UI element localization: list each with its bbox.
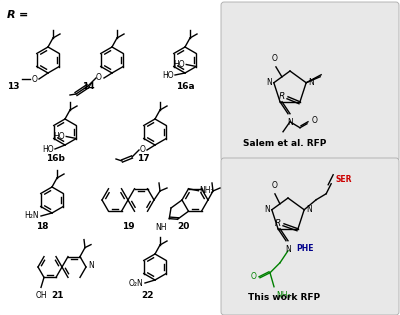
Text: O₂N: O₂N [128, 278, 143, 288]
Text: 19: 19 [122, 222, 134, 231]
Text: N: N [306, 205, 312, 214]
Text: N: N [266, 78, 272, 87]
Text: O: O [31, 75, 37, 83]
Text: 16a: 16a [176, 82, 194, 91]
Text: O: O [250, 272, 256, 281]
Text: 14: 14 [82, 82, 94, 91]
FancyBboxPatch shape [221, 2, 399, 161]
Text: OH: OH [35, 291, 47, 301]
Text: 20: 20 [177, 222, 189, 231]
Text: 17: 17 [137, 154, 149, 163]
Text: 21: 21 [52, 291, 64, 300]
Text: NH₂: NH₂ [200, 186, 214, 195]
Text: HO: HO [174, 60, 185, 69]
Text: 22: 22 [142, 291, 154, 300]
Text: HO: HO [42, 146, 54, 154]
Text: HO: HO [54, 132, 65, 141]
Text: This work RFP: This work RFP [248, 293, 320, 302]
Text: O: O [312, 116, 318, 125]
Text: Salem et al. RFP: Salem et al. RFP [243, 139, 327, 148]
Text: 18: 18 [36, 222, 48, 231]
Text: 16b: 16b [46, 154, 64, 163]
Text: SER: SER [335, 175, 352, 184]
Text: PHE: PHE [296, 244, 314, 253]
Text: R: R [275, 219, 281, 228]
Text: N: N [264, 205, 270, 214]
Text: NH: NH [156, 223, 167, 232]
Text: O: O [272, 181, 278, 190]
Text: N: N [88, 261, 94, 271]
Text: N: N [285, 245, 291, 254]
Text: NH₂: NH₂ [276, 291, 291, 300]
FancyBboxPatch shape [221, 158, 399, 315]
Text: O: O [272, 54, 278, 63]
Text: N: N [287, 118, 293, 127]
Text: O: O [96, 73, 102, 83]
Bar [1, 1, 399, 20]
Text: N: N [308, 78, 314, 87]
Text: O: O [139, 146, 145, 154]
Text: $\bfit{R}$ =: $\bfit{R}$ = [6, 8, 28, 20]
Text: 13: 13 [7, 82, 19, 91]
Text: R: R [279, 92, 285, 101]
Text: HO: HO [162, 71, 174, 79]
Text: H₂N: H₂N [24, 211, 39, 220]
